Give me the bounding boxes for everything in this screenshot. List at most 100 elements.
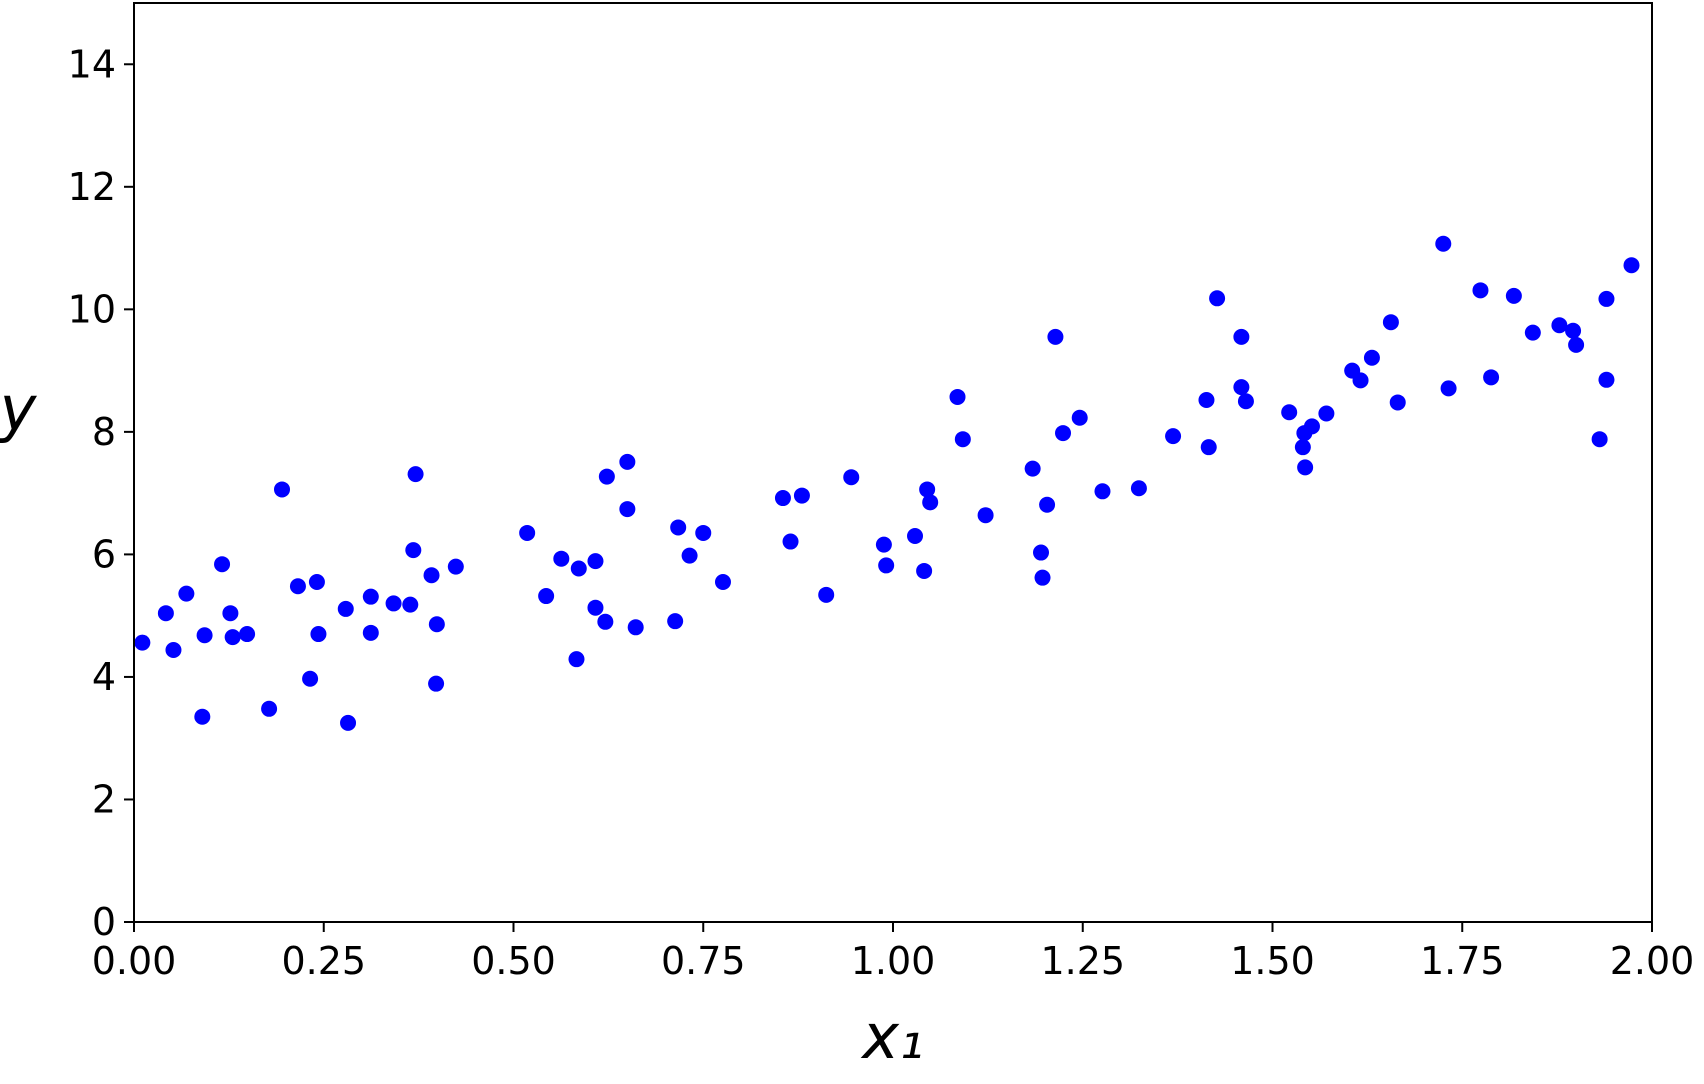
point bbox=[774, 490, 791, 507]
point bbox=[274, 481, 291, 498]
point bbox=[165, 641, 182, 658]
point bbox=[922, 494, 939, 511]
point bbox=[916, 562, 933, 579]
point bbox=[1303, 418, 1320, 435]
y-tick-label: 2 bbox=[92, 777, 116, 821]
point bbox=[619, 501, 636, 518]
point bbox=[1094, 483, 1111, 500]
x-tick-label: 0.25 bbox=[281, 939, 366, 983]
x-tick-label: 1.50 bbox=[1230, 939, 1315, 983]
y-tick-label: 6 bbox=[92, 532, 116, 576]
x-tick-label: 0.00 bbox=[92, 939, 177, 983]
point bbox=[714, 573, 731, 590]
point bbox=[362, 588, 379, 605]
point bbox=[1297, 459, 1314, 476]
point bbox=[224, 629, 241, 646]
point bbox=[568, 651, 585, 668]
point bbox=[1389, 394, 1406, 411]
point bbox=[1233, 379, 1250, 396]
point bbox=[1318, 405, 1335, 422]
point bbox=[1565, 322, 1582, 339]
point bbox=[843, 469, 860, 486]
point bbox=[782, 533, 799, 550]
point bbox=[1024, 460, 1041, 477]
point bbox=[1039, 496, 1056, 513]
point bbox=[1363, 349, 1380, 366]
point bbox=[1524, 324, 1541, 341]
point bbox=[222, 605, 239, 622]
point bbox=[423, 567, 440, 584]
point bbox=[553, 550, 570, 567]
point bbox=[1440, 380, 1457, 397]
point bbox=[570, 560, 587, 577]
point bbox=[1281, 404, 1298, 421]
point bbox=[793, 487, 810, 504]
x-tick-label: 0.75 bbox=[661, 939, 746, 983]
point bbox=[1209, 290, 1226, 307]
point bbox=[1130, 480, 1147, 497]
point bbox=[157, 605, 174, 622]
point bbox=[340, 714, 357, 731]
point bbox=[428, 616, 445, 633]
point bbox=[1165, 428, 1182, 445]
point bbox=[949, 388, 966, 405]
point bbox=[1623, 257, 1640, 274]
x-tick-label: 1.25 bbox=[1040, 939, 1125, 983]
point bbox=[178, 585, 195, 602]
point bbox=[954, 431, 971, 448]
y-tick-label: 14 bbox=[68, 42, 116, 86]
point bbox=[261, 700, 278, 717]
point bbox=[818, 586, 835, 603]
point bbox=[598, 468, 615, 485]
point bbox=[670, 519, 687, 536]
point bbox=[402, 596, 419, 613]
point bbox=[1591, 431, 1608, 448]
point bbox=[587, 599, 604, 616]
x-tick-label: 0.50 bbox=[471, 939, 556, 983]
point bbox=[214, 556, 231, 573]
point bbox=[587, 553, 604, 570]
point bbox=[194, 708, 211, 725]
point bbox=[1598, 290, 1615, 307]
y-tick-label: 12 bbox=[68, 165, 116, 209]
point bbox=[1505, 287, 1522, 304]
point bbox=[1055, 425, 1072, 442]
point bbox=[405, 542, 422, 559]
x-axis-label: x₁ bbox=[860, 1000, 924, 1073]
point bbox=[627, 619, 644, 636]
point bbox=[878, 557, 895, 574]
point bbox=[385, 595, 402, 612]
point bbox=[1472, 282, 1489, 299]
point bbox=[519, 524, 536, 541]
point bbox=[695, 524, 712, 541]
point bbox=[1200, 439, 1217, 456]
y-axis-label: y bbox=[0, 372, 38, 445]
point bbox=[977, 507, 994, 524]
point bbox=[875, 536, 892, 553]
point bbox=[619, 453, 636, 470]
x-tick-label: 1.00 bbox=[851, 939, 936, 983]
point bbox=[1237, 393, 1254, 410]
point bbox=[447, 558, 464, 575]
point bbox=[1034, 569, 1051, 586]
point bbox=[1071, 409, 1088, 426]
y-tick-label: 4 bbox=[92, 655, 116, 699]
x-tick-label: 2.00 bbox=[1610, 939, 1695, 983]
point bbox=[1598, 371, 1615, 388]
point bbox=[919, 481, 936, 498]
y-tick-label: 0 bbox=[92, 900, 116, 944]
point bbox=[196, 627, 213, 644]
point bbox=[289, 578, 306, 595]
point bbox=[1435, 235, 1452, 252]
point bbox=[239, 626, 256, 643]
point bbox=[1294, 439, 1311, 456]
plot-frame bbox=[133, 2, 1653, 923]
point bbox=[302, 670, 319, 687]
point bbox=[1382, 314, 1399, 331]
point bbox=[362, 624, 379, 641]
point bbox=[907, 528, 924, 545]
y-tick-label: 10 bbox=[68, 287, 116, 331]
x-tick-label: 1.75 bbox=[1420, 939, 1505, 983]
point bbox=[407, 466, 424, 483]
